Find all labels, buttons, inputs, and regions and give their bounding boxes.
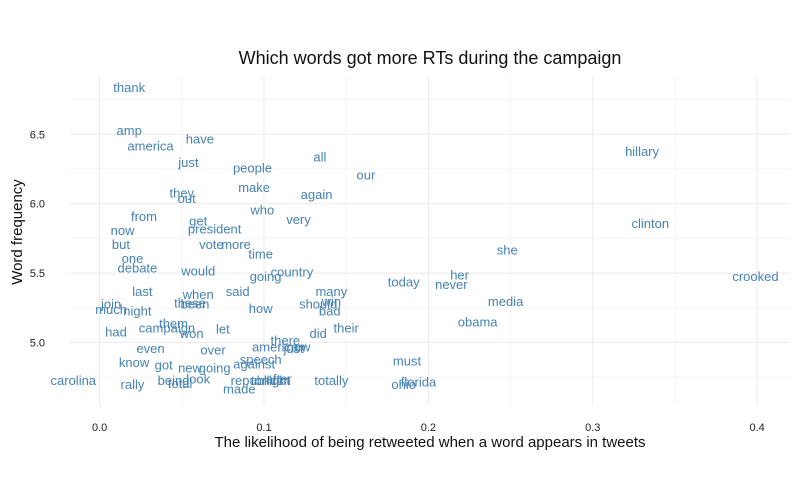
word-point-had: had [105, 324, 127, 339]
word-point-again: again [301, 187, 333, 202]
word-point-just: just [177, 155, 199, 170]
word-point-being: being [158, 373, 190, 388]
word-point-out: out [178, 191, 196, 206]
word-point-thank: thank [113, 80, 145, 95]
word-point-them: them [159, 316, 188, 331]
word-point-republican: republican [231, 373, 291, 388]
word-point-over: over [200, 342, 226, 357]
word-point-their: their [334, 320, 360, 335]
word-point-time: time [248, 247, 273, 262]
word-point-all: all [313, 150, 326, 165]
word-point-carolina: carolina [51, 373, 97, 388]
word-point-very: very [286, 212, 311, 227]
word-point-join: join [100, 297, 121, 312]
y-tick-label: 6.0 [30, 199, 45, 211]
word-point-just: just [282, 341, 304, 356]
word-point-country: country [271, 265, 314, 280]
x-tick-label: 0.2 [421, 422, 436, 434]
word-point-who: who [249, 202, 274, 217]
word-point-people: people [233, 161, 272, 176]
word-point-night: night [123, 304, 152, 319]
word-point-have: have [186, 131, 214, 146]
word-point-much: much [95, 302, 127, 317]
word-point-make: make [238, 180, 270, 195]
word-point-from: from [131, 209, 157, 224]
word-point-let: let [216, 322, 230, 337]
word-point-president: president [188, 222, 242, 237]
word-point-been: been [180, 297, 209, 312]
x-tick-label: 0.1 [256, 422, 271, 434]
word-point-her: her [450, 268, 469, 283]
axis-ticks: 0.0 0.1 0.2 0.3 0.4 5.0 5.5 6.0 6.5 [30, 129, 765, 434]
word-point-going: going [250, 269, 282, 284]
x-tick-label: 0.0 [92, 422, 107, 434]
word-point-going: going [199, 361, 231, 376]
word-point-our: our [356, 168, 375, 183]
x-axis-title: The likelihood of being retweeted when a… [214, 434, 645, 451]
word-point-many: many [315, 284, 347, 299]
word-point-now: now [287, 340, 311, 355]
word-point-when: when [182, 287, 214, 302]
word-point-florida: florida [401, 374, 437, 389]
word-point-get: get [189, 213, 207, 228]
y-tick-label: 6.5 [30, 129, 45, 141]
word-point-crooked: crooked [732, 269, 778, 284]
word-point-last: last [132, 284, 153, 299]
word-point-today: today [388, 274, 420, 289]
word-point-new: new [178, 361, 202, 376]
word-point-won: won [179, 326, 204, 341]
word-point-they: they [169, 186, 194, 201]
word-point-should: should [299, 297, 337, 312]
word-point-after: after [266, 372, 293, 387]
word-point-obama: obama [458, 315, 499, 330]
word-point-against: against [233, 356, 275, 371]
word-point-even: even [136, 341, 164, 356]
word-point-bad: bad [319, 304, 341, 319]
word-point-never: never [435, 277, 468, 292]
chart-title: Which words got more RTs during the camp… [239, 48, 622, 68]
word-point-tonight: tonight [251, 373, 290, 388]
word-point-campaign: campaign [139, 320, 195, 335]
word-point-but: but [112, 237, 130, 252]
word-point-amp: amp [117, 123, 142, 138]
word-point-total: total [168, 376, 193, 391]
word-point-clinton: clinton [631, 216, 669, 231]
word-point-media: media [488, 294, 524, 309]
word-point-made: made [223, 381, 256, 396]
word-point-would: would [180, 263, 215, 278]
word-point-how: how [249, 301, 273, 316]
word-point-debate: debate [118, 261, 158, 276]
word-point-more: more [221, 237, 251, 252]
word-point-ohio: ohio [391, 377, 416, 392]
word-point-know: know [119, 355, 150, 370]
grid-layer [70, 76, 790, 405]
word-point-look: look [186, 372, 210, 387]
word-point-she: she [497, 243, 518, 258]
word-point-speech: speech [240, 352, 282, 367]
word-point-must: must [393, 354, 422, 369]
y-tick-label: 5.5 [30, 268, 45, 280]
y-tick-label: 5.0 [30, 338, 45, 350]
word-point-rally: rally [121, 377, 145, 392]
word-point-totally: totally [314, 373, 348, 388]
word-point-got: got [155, 358, 173, 373]
word-point-now: now [111, 223, 135, 238]
word-point-said: said [226, 284, 250, 299]
word-point-there: there [271, 333, 301, 348]
word-point-america: america [127, 138, 174, 153]
word-point-hillary: hillary [625, 144, 659, 159]
x-tick-label: 0.4 [749, 422, 764, 434]
word-point-one: one [122, 251, 144, 266]
word-point-win: win [321, 294, 342, 309]
word-point-vote: vote [199, 237, 224, 252]
y-axis-title: Word frequency [9, 179, 26, 285]
x-tick-label: 0.3 [585, 422, 600, 434]
word-point-these: these [174, 295, 206, 310]
word-point-did: did [310, 326, 327, 341]
word-point-american: american [252, 340, 305, 355]
